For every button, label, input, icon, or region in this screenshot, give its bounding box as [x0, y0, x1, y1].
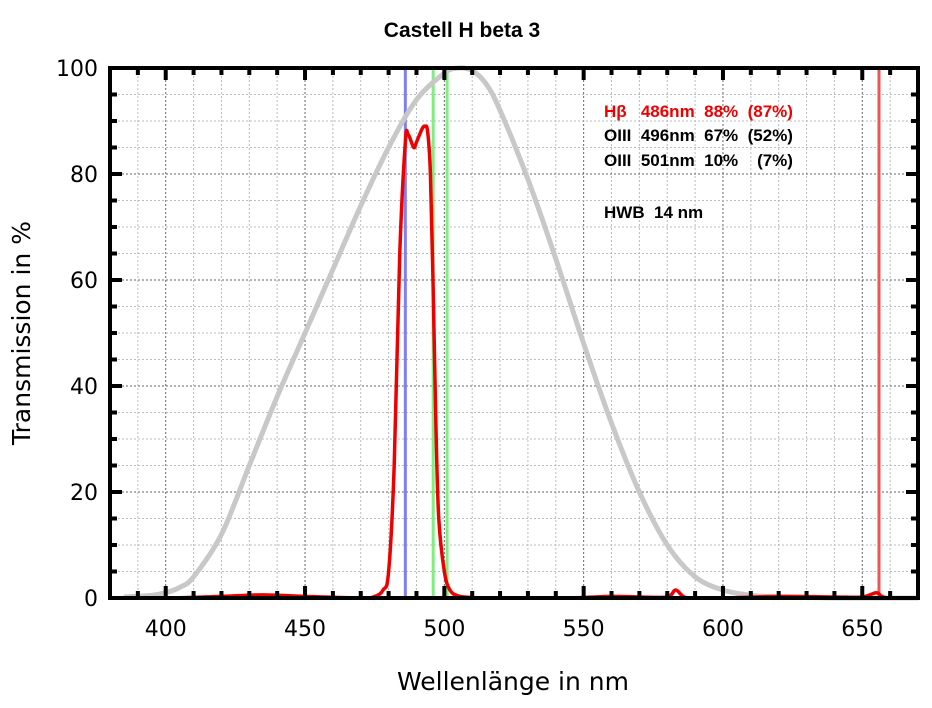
y-tick-label: 0	[84, 587, 98, 612]
y-tick-label: 100	[56, 57, 98, 82]
y-tick-label: 60	[70, 269, 98, 294]
y-tick-label: 20	[70, 481, 98, 506]
axis-ticks: 400 450 500 550 600 650 0 20 40 60 80 100	[56, 57, 918, 642]
annotation-line: OIII 501nm 10% (7%)	[604, 151, 793, 170]
y-tick-label: 40	[70, 375, 98, 400]
filter-transmission-curve	[109, 124, 919, 600]
annotation-line: HWB 14 nm	[604, 203, 703, 222]
grid	[109, 68, 918, 598]
x-tick-label: 400	[145, 617, 187, 642]
x-tick-label: 600	[702, 617, 744, 642]
y-axis-label: Transmission in %	[7, 221, 36, 446]
x-axis-label: Wellenlänge in nm	[397, 667, 629, 696]
y-tick-label: 80	[70, 163, 98, 188]
x-tick-label: 650	[841, 617, 883, 642]
chart-title: Castell H beta 3	[384, 19, 540, 42]
annotation-line: Hβ 486nm 88% (87%)	[604, 102, 793, 121]
x-tick-label: 450	[284, 617, 326, 642]
annotations: Hβ 486nm 88% (87%) OIII 496nm 67% (52%) OI…	[604, 102, 793, 222]
annotation-line: OIII 496nm 67% (52%)	[604, 126, 793, 145]
x-tick-label: 500	[423, 617, 465, 642]
x-tick-label: 550	[563, 617, 605, 642]
